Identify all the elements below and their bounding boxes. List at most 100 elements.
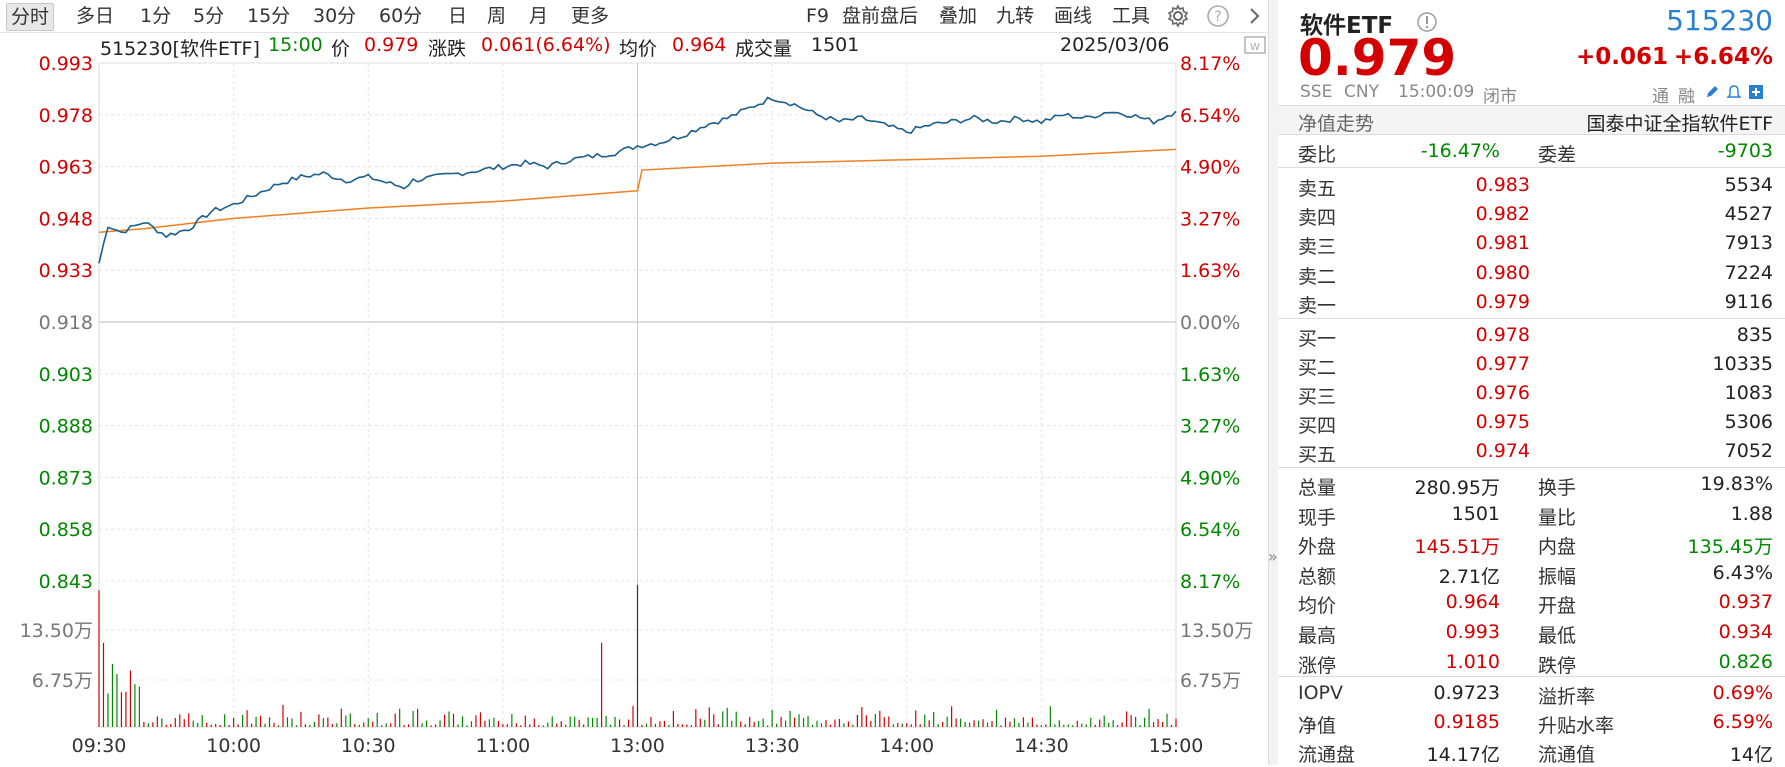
- ask-row-value: 0.981: [1475, 232, 1530, 255]
- chevron-right-icon[interactable]: [1242, 4, 1266, 28]
- stat-row-label2: 最低: [1538, 625, 1577, 647]
- stat-row-label2: 内盘: [1538, 536, 1577, 559]
- stat-row-value: 145.51万: [1414, 536, 1500, 559]
- overlay-button[interactable]: 叠加: [939, 5, 978, 27]
- order-ratio-label: 委比: [1298, 144, 1337, 166]
- nine-turn-button[interactable]: 九转: [996, 5, 1035, 27]
- y-tick-right: 3.27%: [1180, 208, 1240, 230]
- period-tab-week[interactable]: 周: [487, 5, 507, 27]
- vol-tick-right: 13.50万: [1180, 620, 1253, 642]
- bid-row-value2: 5306: [1724, 411, 1773, 433]
- ask-row: 卖一 0.979 9116: [1278, 288, 1785, 317]
- y-tick-right: 1.63%: [1180, 260, 1240, 282]
- stat-row-value: 0.964: [1445, 591, 1500, 614]
- ask-row-value: 0.979: [1475, 290, 1530, 313]
- nav-trend-row[interactable]: 净值走势 国泰中证全指软件ETF: [1278, 106, 1785, 135]
- ask-row-value: 0.980: [1475, 261, 1530, 284]
- y-tick-left: 0.993: [39, 53, 93, 75]
- stat-row-label2: 振幅: [1538, 565, 1577, 588]
- period-tab-day[interactable]: 日: [448, 5, 468, 27]
- tools-button[interactable]: 工具: [1112, 5, 1151, 27]
- svg-text:?: ?: [1214, 9, 1221, 25]
- premarket-button[interactable]: 盘前盘后: [842, 5, 919, 27]
- ask-row-value: 0.983: [1475, 174, 1530, 196]
- fund-stat-row: 流通盘 14.17亿 流通值 14亿: [1278, 737, 1785, 766]
- y-tick-right: 6.54%: [1180, 105, 1240, 127]
- info-date: 2025/03/06: [1060, 34, 1170, 56]
- fund-stat-row-value: 14.17亿: [1426, 744, 1500, 766]
- ask-row-label: 卖四: [1298, 207, 1337, 230]
- y-tick-right: 8.17%: [1180, 53, 1240, 75]
- fund-stat-row-label2: 流通值: [1538, 744, 1596, 766]
- period-tab-5min[interactable]: 5分: [193, 5, 225, 27]
- period-tab-60min[interactable]: 60分: [379, 5, 423, 27]
- info-price-label: 价: [331, 38, 351, 60]
- fund-stat-row-label: 净值: [1298, 715, 1337, 737]
- y-tick-left: 0.948: [39, 208, 93, 230]
- y-tick-right: 6.54%: [1180, 519, 1240, 541]
- info-icon[interactable]: [1416, 11, 1438, 33]
- stat-row-label2: 跌停: [1538, 654, 1577, 677]
- period-tab-30min[interactable]: 30分: [313, 5, 357, 27]
- fund-stat-row-value: 0.9185: [1433, 711, 1500, 733]
- y-tick-right: 8.17%: [1180, 571, 1240, 593]
- stat-row: 总量 280.95万 换手 19.83%: [1278, 470, 1785, 499]
- stat-row-value2: 0.937: [1718, 591, 1773, 614]
- bid-row-value: 0.974: [1475, 440, 1530, 462]
- y-tick-right: 4.90%: [1180, 467, 1240, 489]
- gear-icon[interactable]: [1166, 4, 1190, 28]
- vol-tick-left: 13.50万: [20, 620, 93, 642]
- draw-line-button[interactable]: 画线: [1054, 5, 1093, 27]
- period-tab-more[interactable]: 更多: [571, 5, 610, 27]
- bid-row-label: 买四: [1298, 415, 1337, 437]
- bell-icon[interactable]: [1726, 84, 1742, 100]
- panel-collapse-handle[interactable]: »: [1268, 0, 1279, 765]
- order-diff-label: 委差: [1538, 144, 1577, 166]
- add-watchlist-icon[interactable]: [1748, 84, 1764, 100]
- edit-icon[interactable]: [1704, 84, 1720, 100]
- bid-row-value2: 7052: [1724, 440, 1773, 462]
- x-tick: 11:00: [475, 735, 530, 757]
- intraday-chart[interactable]: 0.993 8.17% 0.978 6.54% 0.963 4.90% 0.948 3.27%…: [0, 0, 1268, 765]
- info-price: 0.979: [364, 34, 419, 56]
- stat-row-label2: 开盘: [1538, 595, 1577, 618]
- bid-row-label: 买一: [1298, 328, 1337, 350]
- period-tab-15min[interactable]: 15分: [247, 5, 291, 27]
- stat-row: 现手 1501 量比 1.88: [1278, 500, 1785, 529]
- watermark-icon[interactable]: W: [1244, 36, 1266, 56]
- y-tick-left: 0.903: [39, 364, 93, 386]
- bid-row-label: 买三: [1298, 386, 1337, 408]
- fund-stat-row-label2: 升贴水率: [1538, 715, 1615, 737]
- stat-row-label: 现手: [1298, 506, 1337, 529]
- bid-row-label: 买二: [1298, 357, 1337, 379]
- f9-button[interactable]: F9: [806, 5, 830, 27]
- fund-stat-row-value2: 0.69%: [1712, 682, 1773, 704]
- x-tick: 10:30: [341, 735, 396, 757]
- period-tab-1min[interactable]: 1分: [140, 5, 172, 27]
- period-tab-month[interactable]: 月: [529, 5, 549, 27]
- price-line: [98, 96, 1177, 264]
- quote-price: 0.979: [1298, 29, 1457, 87]
- bid-row-label: 买五: [1298, 444, 1337, 466]
- y-tick-left: 0.978: [39, 105, 93, 127]
- y-tick-left: 0.963: [39, 157, 93, 179]
- stat-row-value2: 0.934: [1718, 621, 1773, 643]
- fund-stat-row-value2: 6.59%: [1712, 711, 1773, 733]
- ask-row-value2: 7913: [1724, 232, 1773, 255]
- fund-stat-row-label2: 溢折率: [1538, 686, 1596, 708]
- stat-row: 均价 0.964 开盘 0.937: [1278, 588, 1785, 617]
- x-tick: 13:00: [610, 735, 665, 757]
- quote-change: +0.061: [1576, 44, 1669, 70]
- ask-row-value2: 7224: [1724, 261, 1773, 284]
- order-diff-value: -9703: [1717, 140, 1773, 162]
- y-tick-left: 0.858: [39, 519, 93, 541]
- period-tab-multiday[interactable]: 多日: [76, 5, 115, 27]
- ask-row-value2: 9116: [1724, 290, 1773, 313]
- period-tab-intraday[interactable]: 分时: [6, 3, 55, 31]
- help-icon[interactable]: ?: [1206, 4, 1230, 28]
- y-tick-right: 0.00%: [1180, 312, 1240, 334]
- bid-row: 买三 0.976 1083: [1278, 379, 1785, 408]
- y-tick-left: 0.873: [39, 467, 93, 489]
- bid-row-value2: 835: [1736, 324, 1773, 346]
- info-vol: 1501: [811, 34, 860, 56]
